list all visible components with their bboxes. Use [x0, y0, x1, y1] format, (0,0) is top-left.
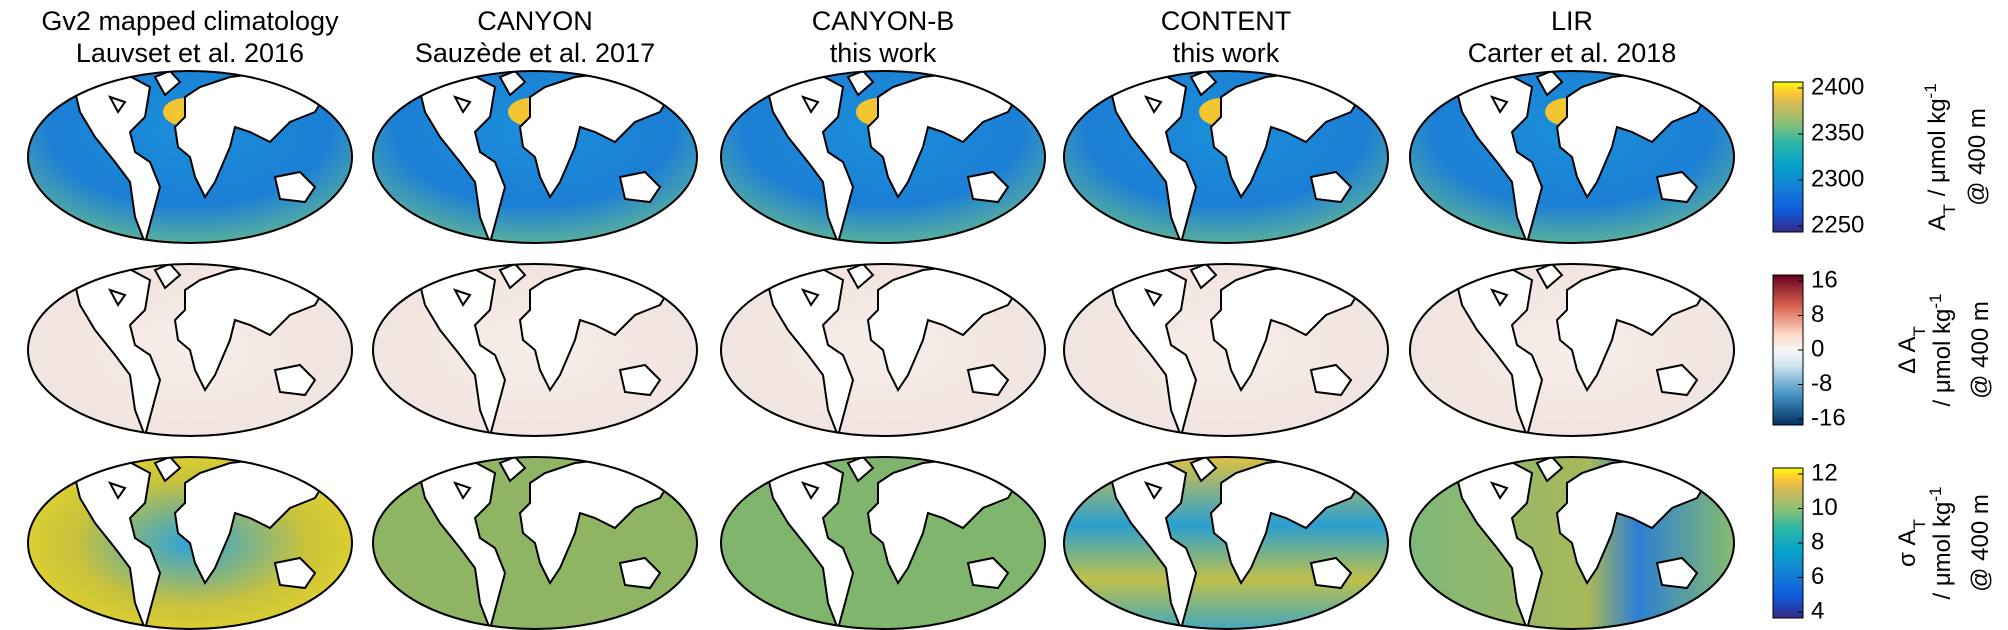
axis-label-part: Δ A	[1894, 337, 1921, 374]
axis-label: @ 400 m	[1967, 301, 1994, 399]
map	[720, 456, 1046, 630]
axis-label: Δ AT	[1894, 326, 1929, 374]
axis-label: σ AT	[1894, 519, 1929, 567]
colorbar-tick-label: 8	[1811, 528, 1824, 555]
column-title: CANYON	[477, 6, 593, 36]
column-subtitle: Lauvset et al. 2016	[76, 38, 304, 68]
column-subtitle: Sauzède et al. 2017	[415, 38, 655, 68]
axis-label-part: T	[1940, 204, 1959, 214]
map	[372, 70, 698, 244]
map	[27, 263, 353, 437]
colorbar-tick-label: 4	[1811, 597, 1824, 624]
map	[720, 70, 1046, 244]
colorbar-tick-label: -16	[1811, 404, 1846, 431]
axis-label-part: A	[1924, 215, 1951, 231]
axis-label-part: @ 400 m	[1967, 494, 1994, 592]
axis-label: @ 400 m	[1967, 494, 1994, 592]
colorbar-tick-label: 10	[1811, 494, 1838, 521]
axis-label-part: T	[1910, 326, 1929, 336]
map	[720, 263, 1046, 437]
axis-label-part: -1	[1926, 294, 1945, 309]
axis-label: / μmol kg-1	[1926, 294, 1957, 407]
map	[1063, 456, 1389, 630]
column-title: Gv2 mapped climatology	[41, 6, 339, 36]
map	[27, 70, 353, 244]
colorbar-tick-label: 8	[1811, 301, 1824, 328]
colorbar-tick-label: 16	[1811, 266, 1838, 293]
map	[1063, 70, 1389, 244]
colorbar-tick-label: 6	[1811, 563, 1824, 590]
map	[1063, 263, 1389, 437]
column-title: CANYON-B	[812, 6, 955, 36]
colorbar-tick-label: 12	[1811, 459, 1838, 486]
colorbar-tick-label: 2400	[1811, 73, 1864, 100]
map	[1409, 263, 1735, 437]
map	[372, 456, 698, 630]
axis-label-part: / μmol kg	[1929, 309, 1956, 407]
colorbar-tick-label: -8	[1811, 370, 1832, 397]
column-subtitle: this work	[830, 38, 937, 68]
map	[372, 263, 698, 437]
map	[1409, 70, 1735, 244]
column-subtitle: Carter et al. 2018	[1468, 38, 1677, 68]
axis-label-part: @ 400 m	[1964, 108, 1991, 206]
map	[1409, 456, 1735, 630]
axis-label-part: σ A	[1894, 529, 1921, 567]
axis-label-part: / μmol kg	[1929, 502, 1956, 600]
colorbar-tick-label: 0	[1811, 335, 1824, 362]
axis-label-part: -1	[1926, 487, 1945, 502]
map	[27, 456, 353, 630]
axis-label-part: @ 400 m	[1967, 301, 1994, 399]
axis-label: / μmol kg-1	[1926, 487, 1957, 600]
colorbar-tick-label: 2250	[1811, 211, 1864, 238]
colorbar	[1772, 81, 1804, 233]
axis-label: AT / μmol kg-1	[1921, 83, 1959, 230]
colorbar-tick-label: 2350	[1811, 119, 1864, 146]
axis-label-part: / μmol kg	[1924, 98, 1951, 196]
column-title: CONTENT	[1161, 6, 1292, 36]
axis-label-part: T	[1910, 519, 1929, 529]
column-title: LIR	[1551, 6, 1593, 36]
axis-label: @ 400 m	[1964, 108, 1991, 206]
axis-label-part: -1	[1921, 83, 1940, 98]
column-subtitle: this work	[1173, 38, 1280, 68]
colorbar-tick-label: 2300	[1811, 165, 1864, 192]
